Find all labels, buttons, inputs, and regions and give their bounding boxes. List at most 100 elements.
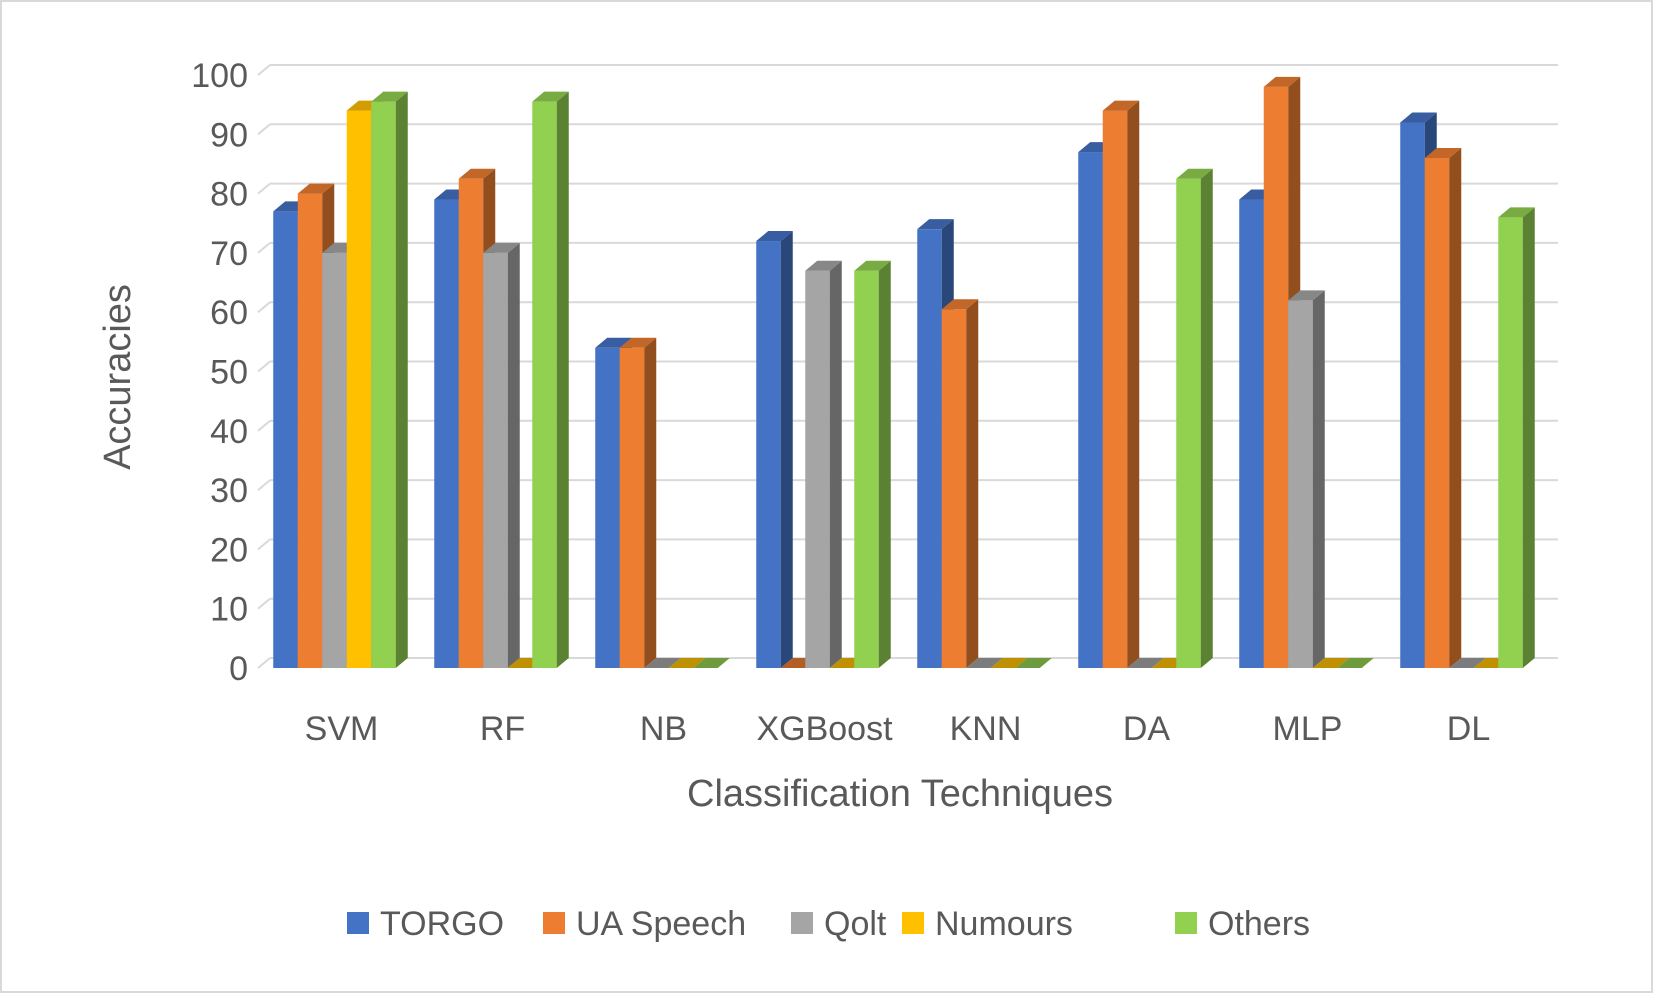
x-tick-label: MLP bbox=[1273, 710, 1343, 748]
bar-side bbox=[1449, 148, 1462, 668]
bar-front bbox=[346, 110, 372, 668]
bar-dl-ua-speech bbox=[1424, 148, 1462, 668]
bar-rf-qolt bbox=[483, 242, 520, 668]
gridline-edge bbox=[257, 360, 271, 373]
x-axis-title: Classification Techniques bbox=[687, 773, 1113, 815]
legend-item-others: Others bbox=[1175, 905, 1310, 943]
y-tick-label: 10 bbox=[210, 591, 248, 629]
y-axis-title: Accuracies bbox=[97, 284, 139, 470]
bar-side bbox=[780, 231, 793, 669]
bar-svm-others bbox=[371, 91, 408, 668]
x-tick-label: DA bbox=[1123, 710, 1171, 748]
bar-front bbox=[458, 178, 484, 668]
bar-side bbox=[1312, 290, 1325, 668]
bar-front bbox=[1400, 122, 1425, 668]
bar-front bbox=[1288, 300, 1313, 668]
bar-top bbox=[1263, 76, 1301, 87]
gridline-edge bbox=[257, 182, 271, 195]
bar-top bbox=[371, 91, 408, 102]
legend-label: Qolt bbox=[824, 905, 887, 943]
bar-front bbox=[619, 347, 645, 668]
bar-front bbox=[434, 199, 459, 668]
x-tick-label: XGBoost bbox=[756, 710, 893, 748]
bar-front bbox=[1078, 152, 1103, 669]
bar-zero bbox=[990, 658, 1028, 668]
legend-item-torgo: TORGO bbox=[347, 905, 504, 943]
x-tick-label: SVM bbox=[305, 710, 379, 748]
bar-top bbox=[1498, 207, 1535, 218]
bar-top bbox=[619, 337, 657, 348]
bar-side bbox=[556, 91, 569, 668]
bar-mlp-others bbox=[1337, 658, 1374, 668]
gridline-edge bbox=[257, 301, 271, 313]
bar-top bbox=[595, 337, 632, 348]
bar-xgboost-qolt bbox=[805, 260, 842, 668]
bar-side bbox=[1522, 207, 1535, 668]
bar-top bbox=[1176, 168, 1213, 179]
bar-dl-others bbox=[1498, 207, 1535, 668]
bar-top bbox=[1288, 290, 1325, 301]
legend-label: Others bbox=[1208, 905, 1310, 943]
bar-side bbox=[507, 242, 520, 668]
bar-knn-numours bbox=[990, 658, 1028, 668]
bar-zero bbox=[644, 658, 681, 668]
bar-front bbox=[1263, 86, 1289, 669]
y-tick-label: 40 bbox=[210, 413, 248, 451]
bar-da-others bbox=[1176, 168, 1213, 668]
bar-front bbox=[805, 270, 830, 668]
y-tick-label: 90 bbox=[210, 116, 248, 154]
y-tick-label: 80 bbox=[210, 176, 248, 214]
legend-swatch bbox=[791, 912, 813, 934]
x-tick-label: DL bbox=[1447, 710, 1490, 748]
bar-side bbox=[1127, 100, 1140, 668]
bar-top bbox=[483, 242, 520, 253]
legend-label: TORGO bbox=[380, 905, 504, 943]
y-tick-label: 70 bbox=[210, 235, 248, 273]
bar-front bbox=[1424, 158, 1450, 668]
bar-front bbox=[1239, 199, 1264, 668]
x-axis-ticks: SVM RF NB XGBoost KNN DA MLP DL bbox=[305, 710, 1491, 748]
bar-nb-others bbox=[693, 658, 730, 668]
gridline-edge bbox=[257, 538, 271, 551]
legend-swatch bbox=[347, 912, 369, 934]
x-tick-label: KNN bbox=[950, 710, 1022, 748]
bar-nb-ua-speech bbox=[619, 337, 657, 668]
y-tick-label: 60 bbox=[210, 294, 248, 332]
gridline-edge bbox=[257, 597, 271, 610]
gridline-edge bbox=[257, 242, 271, 254]
bar-zero bbox=[1015, 658, 1052, 668]
y-tick-label: 50 bbox=[210, 354, 248, 392]
legend-label: UA Speech bbox=[576, 905, 746, 943]
legend-label: Numours bbox=[935, 905, 1073, 943]
gridline-edge bbox=[257, 64, 271, 76]
bar-side bbox=[395, 91, 408, 668]
bar-side bbox=[644, 337, 657, 668]
bar-xgboost-torgo bbox=[756, 231, 793, 669]
bar-mlp-numours bbox=[1312, 658, 1350, 668]
bar-knn-qolt bbox=[966, 658, 1003, 668]
bar-top bbox=[941, 299, 979, 310]
bar-top bbox=[854, 260, 891, 271]
y-tick-label: 0 bbox=[229, 650, 248, 688]
bar-front bbox=[1102, 110, 1128, 668]
y-tick-label: 20 bbox=[210, 531, 248, 569]
bar-zero bbox=[1449, 658, 1486, 668]
bar-top bbox=[1102, 100, 1140, 111]
bar-front bbox=[854, 270, 879, 668]
bar-zero bbox=[1127, 658, 1164, 668]
bar-zero bbox=[1337, 658, 1374, 668]
bar-zero bbox=[966, 658, 1003, 668]
bar-top bbox=[458, 168, 496, 179]
gridline-edge bbox=[257, 123, 271, 136]
bar-top bbox=[1400, 112, 1437, 123]
bar-front bbox=[756, 241, 781, 669]
gridline-edge bbox=[257, 657, 271, 669]
bar-zero bbox=[1312, 658, 1350, 668]
bar-front bbox=[595, 347, 620, 668]
bar-front bbox=[273, 211, 298, 668]
bar-rf-others bbox=[532, 91, 569, 668]
bar-front bbox=[1176, 178, 1201, 668]
bar-side bbox=[1200, 168, 1213, 668]
legend-item-qolt: Qolt bbox=[791, 905, 887, 943]
